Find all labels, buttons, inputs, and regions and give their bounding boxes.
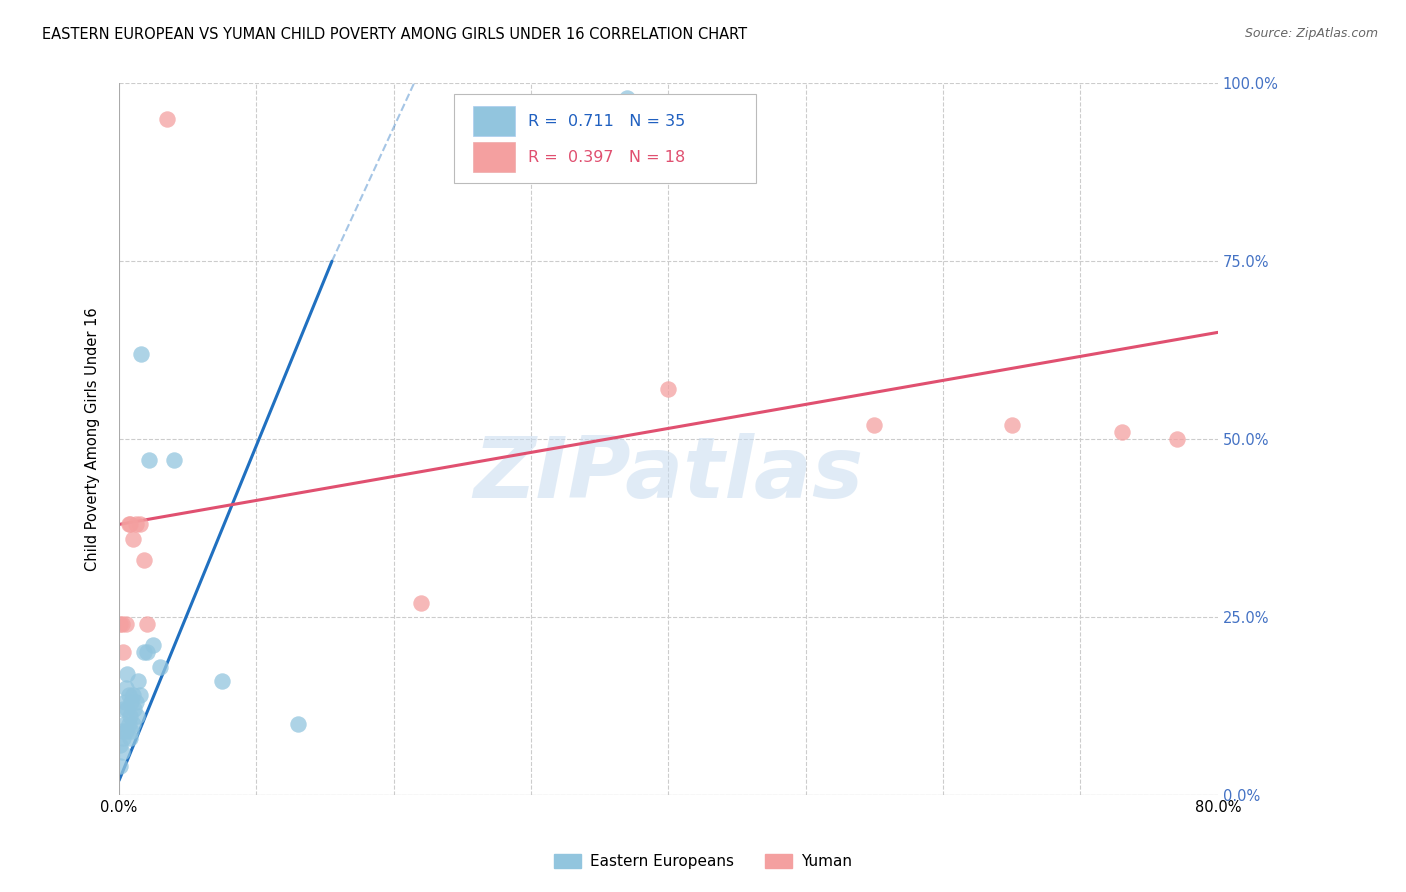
Point [110,738,132,752]
Point [138,453,160,467]
Point [112,645,135,659]
Point [135,617,157,632]
Text: R =  0.397   N = 18: R = 0.397 N = 18 [527,150,685,165]
Point [117,702,139,716]
Point [118,716,141,731]
Point [118,688,141,702]
Point [115,681,138,695]
FancyBboxPatch shape [454,95,756,183]
Point [122,702,145,716]
Point [111,745,134,759]
Point [142,638,165,652]
Point [211,673,233,688]
Point [124,517,146,532]
FancyBboxPatch shape [472,106,515,136]
Point [132,645,155,659]
Point [114,716,136,731]
Y-axis label: Child Poverty Among Girls Under 16: Child Poverty Among Girls Under 16 [86,307,100,571]
Point [1166,432,1188,446]
Point [124,695,146,709]
FancyBboxPatch shape [472,143,515,172]
Point [132,553,155,567]
Point [110,759,132,773]
Text: Source: ZipAtlas.com: Source: ZipAtlas.com [1244,27,1378,40]
Point [115,723,138,738]
Point [149,659,172,673]
Point [127,673,149,688]
Point [616,90,638,104]
Point [118,517,141,532]
Point [112,702,135,716]
Point [118,517,141,532]
Point [128,688,150,702]
Point [135,645,157,659]
Point [114,695,136,709]
Point [121,688,143,702]
Point [118,709,141,723]
Point [111,723,134,738]
Legend: Eastern Europeans, Yuman: Eastern Europeans, Yuman [547,847,859,875]
Point [1001,417,1024,432]
Point [1111,425,1133,439]
Text: EASTERN EUROPEAN VS YUMAN CHILD POVERTY AMONG GIRLS UNDER 16 CORRELATION CHART: EASTERN EUROPEAN VS YUMAN CHILD POVERTY … [42,27,748,42]
Point [121,716,143,731]
Point [117,666,139,681]
Point [111,617,134,632]
Text: R =  0.711   N = 35: R = 0.711 N = 35 [527,113,685,128]
Point [112,731,135,745]
Point [120,695,142,709]
Point [118,731,141,745]
Point [110,617,132,632]
Point [129,347,152,361]
Point [411,596,433,610]
Point [125,709,148,723]
Point [287,716,309,731]
Text: ZIPatlas: ZIPatlas [474,434,863,516]
Point [863,417,886,432]
Point [657,382,679,396]
Point [121,532,143,546]
Point [120,723,142,738]
Point [156,112,179,126]
Point [128,517,150,532]
Point [163,453,186,467]
Point [115,617,138,632]
